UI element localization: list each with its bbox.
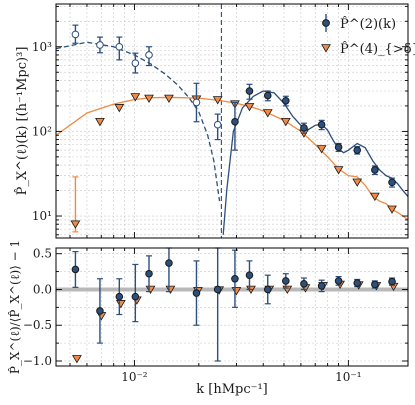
p2-ratio-point: [281, 277, 290, 285]
p4-point: [244, 103, 255, 112]
p2-point: [388, 178, 396, 187]
p2-ratio-point: [192, 289, 201, 297]
p2-ratio-point: [353, 279, 362, 287]
p2-point: [353, 146, 362, 154]
p2-point: [317, 120, 326, 129]
p4-point: [130, 93, 141, 102]
bottom-y-tick-label: 0.0: [33, 282, 52, 296]
p2-ratio-point: [245, 271, 254, 279]
p2-point: [334, 143, 343, 152]
legend-p4-marker: [321, 44, 331, 53]
p4-point: [95, 117, 105, 127]
top-y-tick-label: 10²: [32, 124, 52, 138]
bottom-y-axis-label: P̂_X^(ℓ)/⟨P̂_X^(ℓ)⟩ − 1: [7, 240, 22, 374]
p4-point: [387, 205, 397, 214]
top-panel: 10¹ 10² 10³ P̂_X^(ℓ)(k) [(h⁻¹Mpc)³] P̂^(2)…: [14, 3, 415, 239]
p2-point: [96, 41, 104, 49]
p2-ratio-point: [165, 259, 173, 267]
p2-ratio-point: [317, 282, 326, 290]
p2-ratio-point: [334, 277, 343, 285]
x-tick-label: 10⁻¹: [335, 370, 361, 384]
p2-ratio-point: [213, 285, 222, 294]
bottom-y-tick-label: −1.0: [23, 354, 52, 368]
top-y-tick-label: 10¹: [32, 209, 52, 223]
p4-point: [70, 220, 81, 229]
p2-point: [115, 42, 124, 51]
p4-point: [164, 94, 174, 104]
p4-point: [144, 94, 154, 104]
p4-model-curve: [55, 96, 409, 221]
bottom-y-tick-label: 0.5: [33, 247, 52, 261]
p2-point: [71, 30, 80, 39]
p2-ratio-point: [263, 285, 272, 294]
p2-ratio-point: [371, 280, 379, 289]
p2-point: [371, 166, 379, 174]
top-y-axis-label: P̂_X^(ℓ)(k) [(h⁻¹Mpc)³]: [14, 47, 30, 196]
top-model-curves: [55, 41, 409, 235]
p2-point: [145, 51, 153, 59]
bottom-data-points: [71, 247, 399, 364]
p2-ratio-point: [71, 265, 80, 274]
legend-entry-p4: P̂^(4)_{>δ}(k): [321, 41, 415, 57]
p2-point: [263, 91, 272, 100]
x-axis-label: k [hMpc⁻¹]: [196, 382, 268, 397]
top-ticks: 10¹ 10² 10³: [32, 4, 408, 238]
p4-point: [262, 109, 273, 118]
top-data-points: [70, 24, 397, 233]
p4-point: [280, 117, 291, 127]
p2-ratio-point: [388, 277, 396, 286]
x-tick-label: 10⁻²: [121, 370, 148, 384]
top-y-tick-label: 10³: [32, 40, 52, 54]
legend-p4-label: P̂^(4)_{>δ}(k): [340, 41, 415, 57]
bottom-y-tick-label: −0.5: [23, 318, 52, 332]
p2-point: [281, 96, 290, 105]
p4-point: [212, 96, 223, 105]
p2-ratio-point: [300, 279, 308, 288]
p2-ratio-point: [96, 307, 104, 315]
p4-point: [114, 104, 125, 113]
p2-ratio-point: [131, 292, 140, 301]
p2-ratio-point: [231, 274, 239, 283]
p2-point: [131, 59, 140, 67]
p4-point: [333, 166, 344, 175]
legend-p2-marker: [322, 19, 330, 27]
p4-ratio-point: [72, 355, 82, 364]
p2-point: [231, 117, 239, 126]
p2-ratio-point: [115, 292, 124, 301]
p2-point: [245, 87, 254, 95]
p4-point: [352, 178, 363, 187]
legend-p2-label: P̂^(2)(k): [340, 16, 396, 32]
top-frame: [55, 3, 409, 239]
p2-point: [213, 120, 222, 129]
p4-point: [369, 192, 380, 202]
legend: P̂^(2)(k) P̂^(4)_{>δ}(k): [321, 14, 415, 57]
p2-point: [300, 124, 308, 132]
bottom-ticks: −1.0 −0.5 0.0 0.5 10⁻² 10⁻¹: [23, 247, 408, 384]
p2-ratio-point: [145, 269, 153, 278]
legend-entry-p2: P̂^(2)(k): [322, 14, 396, 32]
bottom-panel: −1.0 −0.5 0.0 0.5 10⁻² 10⁻¹ P̂_X^(ℓ)/⟨P̂_X^(ℓ…: [7, 240, 409, 397]
p2-point: [192, 98, 201, 107]
p4-ratio-point: [115, 300, 126, 309]
p2-model-curve: [222, 90, 409, 235]
p4-point: [316, 145, 327, 154]
